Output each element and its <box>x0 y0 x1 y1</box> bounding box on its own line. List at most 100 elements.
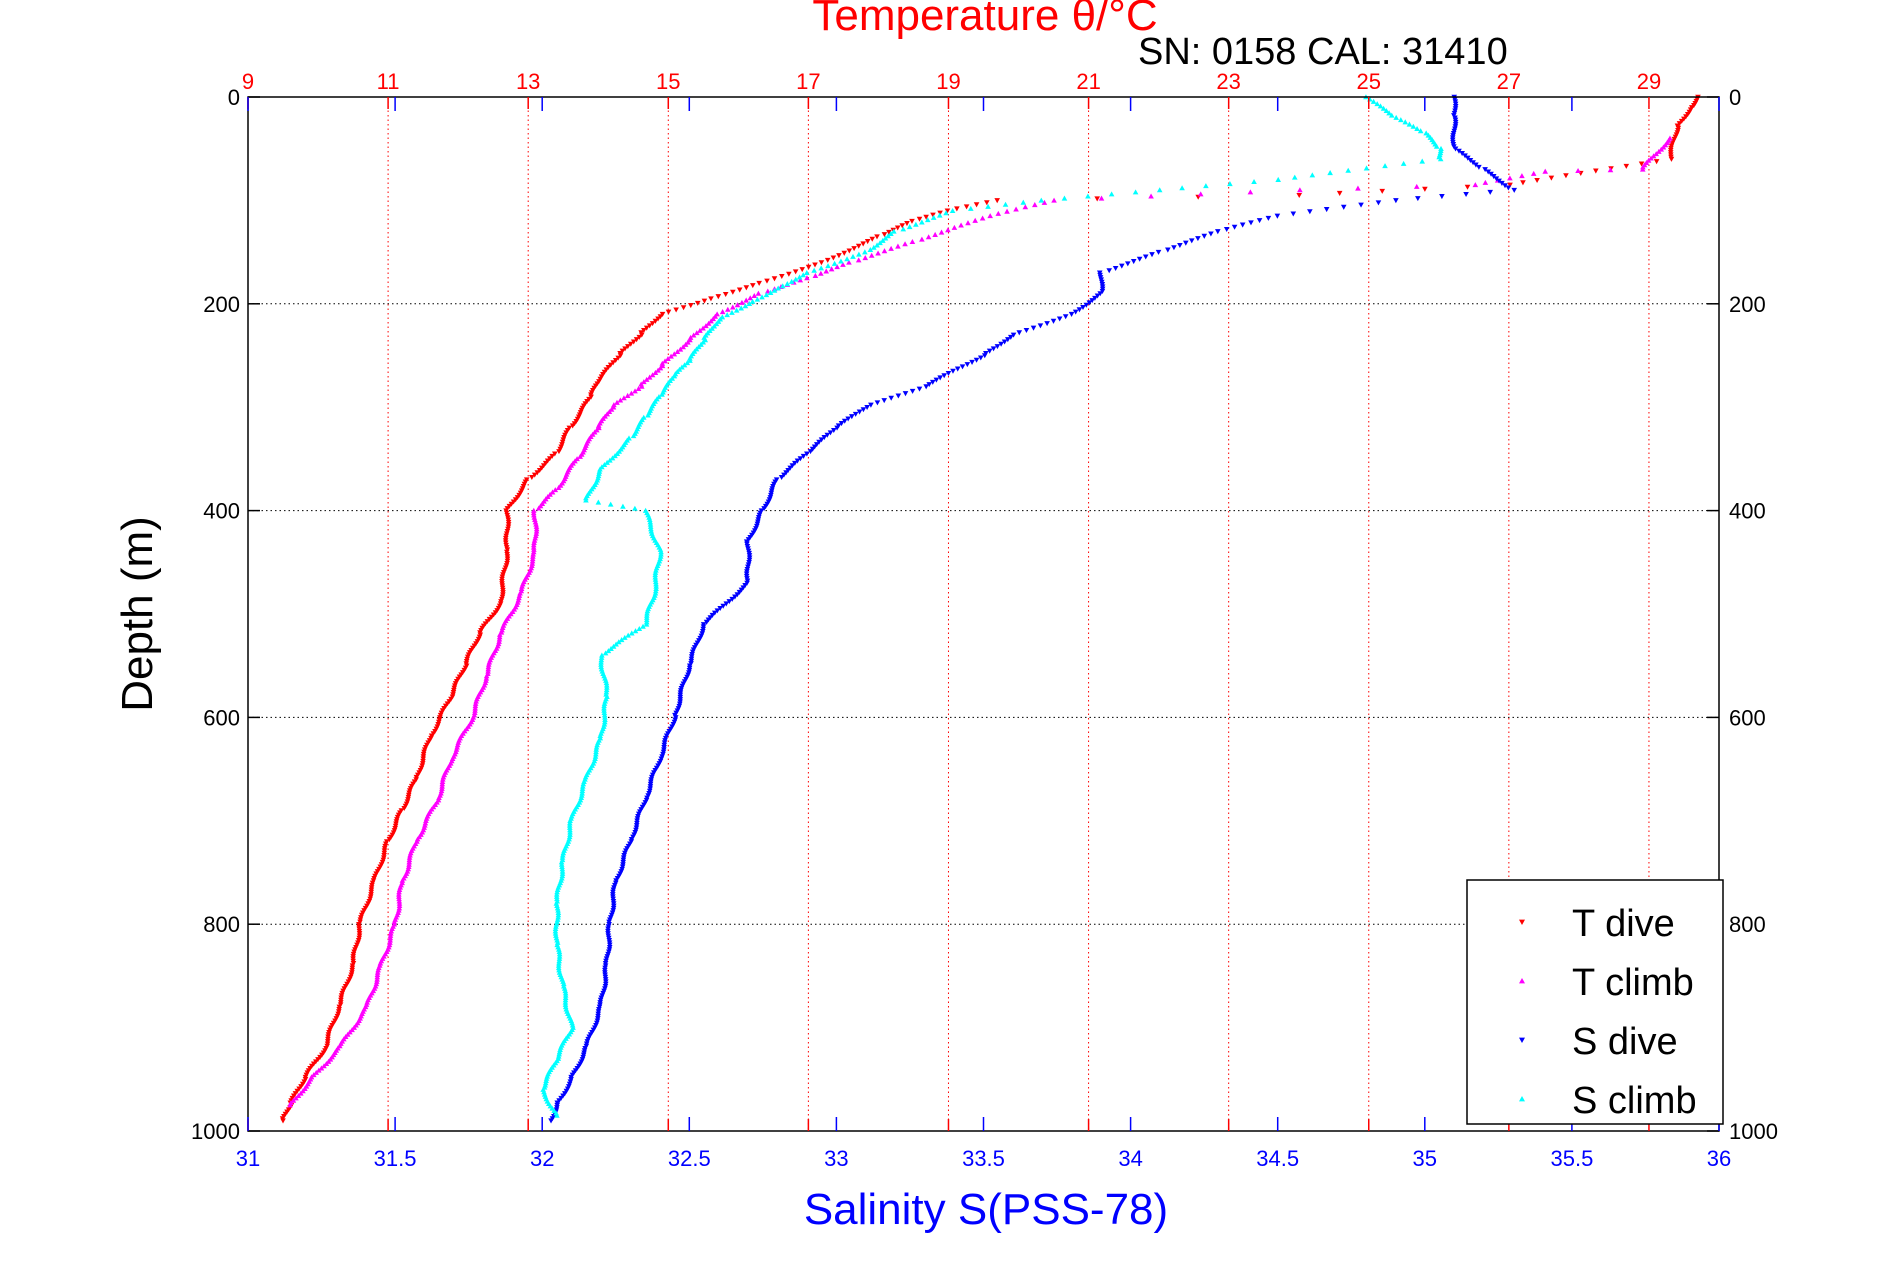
data-point <box>1092 295 1098 301</box>
data-point <box>979 215 986 221</box>
data-point <box>711 323 718 329</box>
temperature-tick-label: 21 <box>1076 69 1100 94</box>
data-point <box>995 210 1002 216</box>
data-point <box>531 539 537 546</box>
data-point <box>831 260 838 266</box>
salinity-tick-label: 36 <box>1707 1146 1731 1171</box>
data-point <box>533 528 540 534</box>
data-point <box>779 273 785 280</box>
data-point <box>374 976 380 982</box>
data-point <box>290 1097 297 1103</box>
data-point <box>850 253 856 259</box>
data-point <box>552 930 559 936</box>
data-point <box>862 255 869 261</box>
data-point <box>636 334 643 340</box>
data-point <box>880 237 886 243</box>
data-point <box>1452 146 1459 152</box>
data-point <box>1094 196 1100 202</box>
data-point <box>472 707 478 713</box>
data-point <box>1155 249 1162 255</box>
data-point <box>930 212 936 218</box>
temperature-tick-label: 23 <box>1216 69 1240 94</box>
data-point <box>555 965 562 971</box>
depth-tick-label-right: 200 <box>1729 292 1766 317</box>
data-point <box>775 285 781 291</box>
data-point <box>396 903 403 909</box>
data-point <box>1386 110 1392 116</box>
data-point <box>662 358 668 364</box>
data-point <box>881 398 888 404</box>
data-point <box>401 806 407 812</box>
data-point <box>632 628 639 634</box>
data-point <box>423 818 429 824</box>
data-point <box>580 781 587 787</box>
data-point <box>554 905 561 911</box>
data-point <box>554 886 561 892</box>
data-point <box>583 497 589 503</box>
data-point <box>1375 200 1382 206</box>
data-point <box>1097 291 1104 297</box>
data-point <box>560 850 567 856</box>
data-point <box>543 1077 549 1084</box>
data-point <box>724 312 730 318</box>
salinity-tick-label: 32.5 <box>668 1146 711 1171</box>
data-point <box>902 241 908 247</box>
data-point <box>812 262 818 268</box>
data-point <box>554 939 561 945</box>
data-point <box>1061 195 1068 201</box>
data-point <box>1505 185 1512 191</box>
data-point <box>1485 169 1492 175</box>
data-point <box>630 433 637 439</box>
data-point <box>1231 224 1238 230</box>
data-point <box>652 588 659 594</box>
data-point <box>1370 98 1377 104</box>
data-point <box>293 1095 299 1101</box>
data-point <box>497 631 503 637</box>
data-point <box>567 818 573 824</box>
data-point <box>869 236 876 242</box>
data-point <box>645 412 651 418</box>
data-point <box>1482 179 1489 185</box>
data-point <box>1402 119 1409 125</box>
data-point <box>868 252 875 258</box>
data-point <box>598 657 605 663</box>
axis-ticks: 9 11 13 15 17 19 21 23 25 27 29 0 0 200 200 400 400 600 60… <box>191 69 1778 1171</box>
data-point <box>556 953 563 959</box>
data-point <box>722 291 729 297</box>
data-point <box>888 230 894 236</box>
legend-label: S climb <box>1572 1080 1697 1122</box>
data-point <box>698 341 704 347</box>
data-point <box>1639 166 1646 172</box>
data-point <box>715 294 722 300</box>
data-point <box>909 388 916 394</box>
temperature-tick-label: 17 <box>796 69 820 94</box>
data-point <box>841 418 848 424</box>
data-point <box>743 297 749 303</box>
data-point <box>1044 321 1050 327</box>
data-point <box>694 300 701 306</box>
data-point <box>998 341 1004 347</box>
data-point <box>830 255 837 261</box>
data-point <box>548 1118 554 1124</box>
data-point <box>932 231 938 237</box>
legend-marker <box>1519 978 1525 984</box>
data-point <box>685 339 691 345</box>
data-point <box>577 453 583 459</box>
data-point <box>1149 252 1155 258</box>
data-point <box>751 292 758 298</box>
data-point <box>682 341 689 347</box>
data-point <box>738 305 744 311</box>
data-point <box>945 227 951 233</box>
data-point <box>717 606 723 612</box>
data-point <box>674 348 681 354</box>
series-s-climb <box>540 94 1444 1118</box>
data-point <box>824 432 831 438</box>
data-point <box>904 221 910 227</box>
data-point <box>1208 231 1214 237</box>
data-point <box>406 854 413 860</box>
data-point <box>764 278 770 284</box>
data-point <box>580 783 586 789</box>
data-point <box>647 523 654 529</box>
data-point <box>844 256 850 262</box>
data-point <box>653 581 659 587</box>
